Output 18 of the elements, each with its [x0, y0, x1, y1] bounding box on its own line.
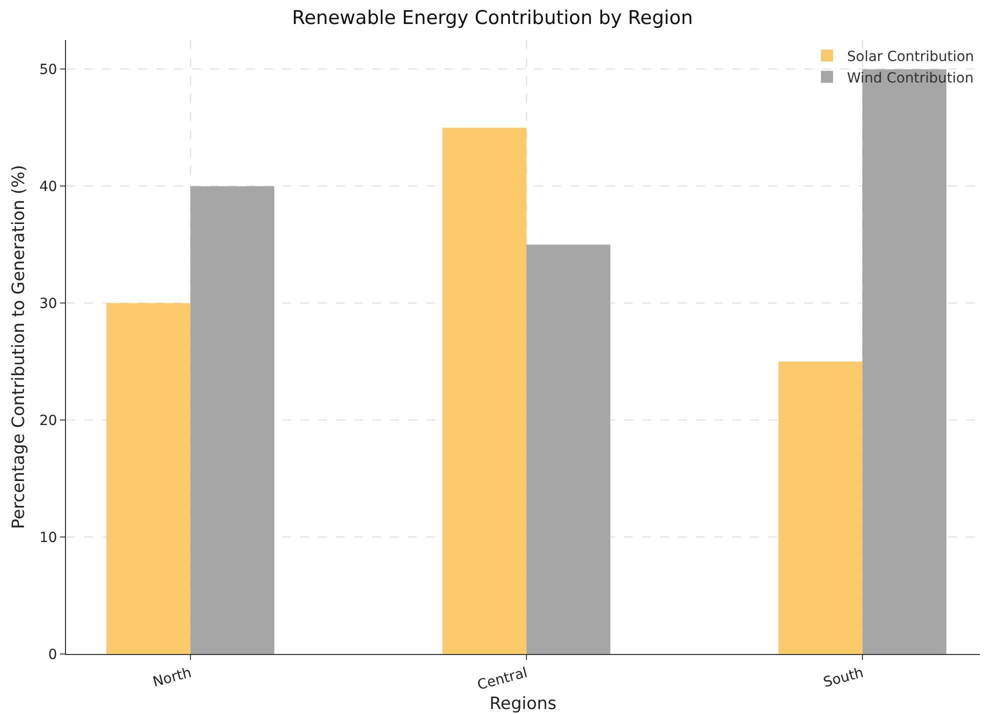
bar	[106, 303, 190, 654]
y-axis-title: Percentage Contribution to Generation (%)	[8, 164, 29, 530]
y-tick-label: 20	[39, 413, 58, 429]
bar	[526, 244, 610, 654]
bar	[442, 128, 526, 654]
y-tick-label: 50	[39, 62, 58, 78]
bar	[778, 362, 862, 654]
x-tick-label: North	[151, 664, 194, 691]
x-axis-title: Regions	[489, 694, 557, 714]
x-tick-label: South	[822, 664, 866, 691]
bar	[190, 186, 274, 654]
y-tick-label: 10	[39, 530, 58, 546]
y-tick-label: 30	[39, 296, 58, 312]
legend-label: Solar Contribution	[847, 49, 974, 66]
chart-title: Renewable Energy Contribution by Region	[292, 7, 693, 30]
x-tick-label: Central	[476, 664, 530, 694]
y-tick-label: 0	[48, 646, 58, 663]
y-tick-label: 40	[39, 179, 58, 196]
